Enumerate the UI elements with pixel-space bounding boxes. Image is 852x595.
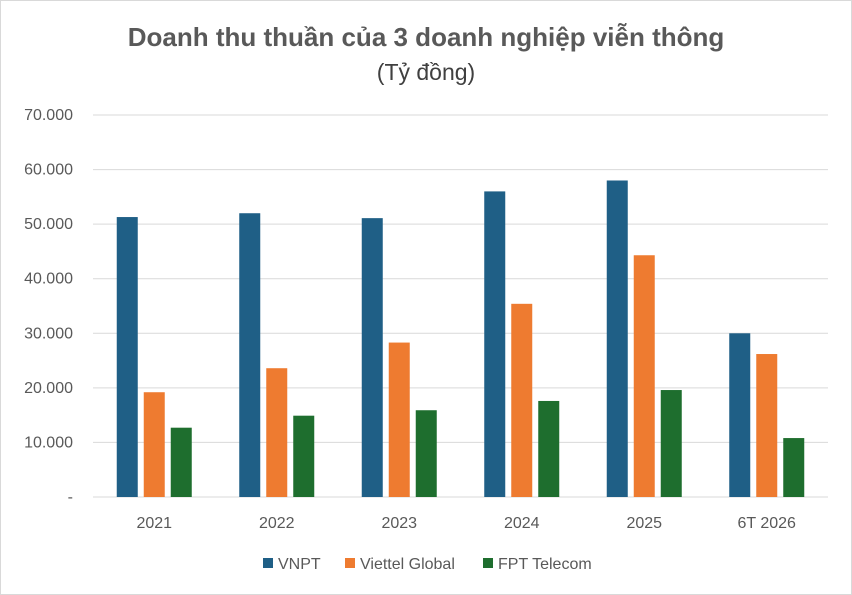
legend-swatch-fpt-telecom <box>483 558 493 568</box>
bar-fpt-telecom-6t-2026 <box>783 438 805 497</box>
bar-fpt-telecom-2022 <box>293 415 315 497</box>
legend-label-viettel-global: Viettel Global <box>360 556 455 573</box>
bar-viettel-global-2023 <box>388 342 410 497</box>
bar-fpt-telecom-2024 <box>538 400 560 497</box>
y-axis-tick-labels: - 10.000 20.000 30.000 40.000 50.000 60.000 70.… <box>24 107 73 506</box>
y-tick-label: 50.000 <box>24 216 73 233</box>
bar-viettel-global-2024 <box>511 303 533 497</box>
bar-viettel-global-2022 <box>266 368 288 497</box>
legend-label-fpt-telecom: FPT Telecom <box>498 556 592 573</box>
bar-vnpt-2022 <box>239 213 261 497</box>
bars <box>116 180 805 497</box>
gridlines <box>93 114 828 498</box>
bar-vnpt-2025 <box>606 180 628 497</box>
y-tick-label: 20.000 <box>24 380 73 397</box>
x-tick-label: 2024 <box>504 515 540 532</box>
bar-viettel-global-6t-2026 <box>756 354 778 497</box>
legend-swatch-vnpt <box>263 558 273 568</box>
y-tick-label: - <box>68 489 73 506</box>
bar-vnpt-6t-2026 <box>729 333 751 497</box>
chart-title: Doanh thu thuần của 3 doanh nghiệp viễn … <box>128 22 725 52</box>
bar-vnpt-2021 <box>116 217 138 497</box>
y-tick-label: 30.000 <box>24 325 73 342</box>
x-tick-label: 2023 <box>381 515 417 532</box>
bar-vnpt-2023 <box>361 218 383 497</box>
y-tick-label: 60.000 <box>24 162 73 179</box>
bar-viettel-global-2021 <box>143 392 165 497</box>
x-tick-label: 2021 <box>136 515 172 532</box>
x-axis-tick-labels: 2021 2022 2023 2024 2025 6T 2026 <box>136 515 796 532</box>
y-tick-label: 70.000 <box>24 107 73 124</box>
bar-fpt-telecom-2021 <box>170 427 192 497</box>
x-tick-label: 6T 2026 <box>738 515 797 532</box>
chart-subtitle: (Tỷ đồng) <box>377 59 475 85</box>
y-tick-label: 40.000 <box>24 271 73 288</box>
bar-vnpt-2024 <box>484 191 506 497</box>
bar-fpt-telecom-2025 <box>660 390 682 497</box>
bar-viettel-global-2025 <box>633 255 655 497</box>
bar-fpt-telecom-2023 <box>415 410 437 497</box>
x-tick-label: 2025 <box>626 515 662 532</box>
legend: VNPT Viettel Global FPT Telecom <box>263 556 592 573</box>
legend-label-vnpt: VNPT <box>278 556 321 573</box>
x-tick-label: 2022 <box>259 515 295 532</box>
legend-swatch-viettel-global <box>345 558 355 568</box>
y-tick-label: 10.000 <box>24 434 73 451</box>
